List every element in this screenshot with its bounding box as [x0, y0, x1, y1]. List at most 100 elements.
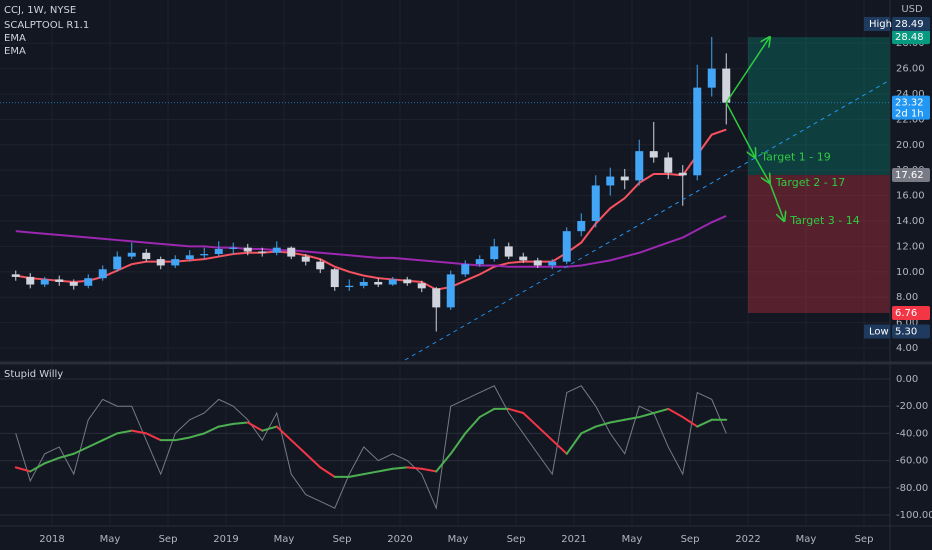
candle-body — [229, 247, 238, 249]
signal-segment — [696, 418, 713, 428]
candle-body — [519, 256, 528, 261]
candle-body — [200, 254, 209, 256]
candle-body — [635, 151, 644, 181]
caption-box — [864, 16, 890, 31]
x-tick-label: May — [274, 534, 295, 545]
candle-body — [577, 221, 586, 232]
x-tick-label: May — [796, 534, 817, 545]
x-tick-label: 2020 — [387, 534, 412, 545]
y-tick-label: -20.00 — [896, 401, 928, 412]
symbol-title: CCJ, 1W, NYSE — [4, 5, 76, 16]
x-tick-label: 2018 — [39, 534, 64, 545]
y-tick-label: 14.00 — [896, 216, 925, 227]
candle-body — [475, 259, 484, 265]
arrow — [769, 182, 785, 221]
candle-body — [84, 278, 93, 286]
arrow — [725, 37, 770, 104]
oscillator-line — [15, 385, 727, 510]
candle-body — [142, 252, 151, 260]
candle-body — [707, 68, 716, 88]
x-tick-label: Sep — [159, 534, 178, 545]
signal-segment — [14, 466, 32, 473]
signal-segment — [319, 466, 336, 478]
candle-body — [98, 269, 107, 279]
signal-segment — [174, 436, 191, 442]
candle-body — [461, 264, 470, 275]
candle-body — [258, 251, 267, 253]
signal-segment — [652, 407, 670, 414]
candle-body — [40, 279, 49, 285]
signal-segment — [58, 452, 75, 459]
candle-body — [214, 248, 223, 255]
price-tag-label: 28.48 — [895, 32, 924, 43]
y-tick-label: -40.00 — [896, 428, 928, 439]
signal-segment — [362, 470, 380, 476]
candle-body — [664, 157, 673, 173]
signal-segment — [130, 429, 148, 435]
signal-segment — [348, 473, 365, 478]
signal-segment — [72, 445, 90, 455]
candle-body — [11, 274, 20, 277]
signal-segment — [609, 418, 626, 424]
countdown: 2d 1h — [895, 109, 924, 120]
ema-legend: EMA — [4, 46, 26, 57]
candle-body — [533, 260, 542, 266]
signal-segment — [449, 432, 467, 455]
candle-body — [156, 259, 165, 266]
candle-body — [432, 288, 441, 308]
y-tick-label: 12.00 — [896, 241, 925, 252]
candle-body — [113, 256, 122, 270]
candle-body — [591, 185, 600, 222]
x-tick-label: May — [100, 534, 121, 545]
candle-body — [330, 269, 339, 288]
price-tag — [892, 305, 930, 320]
price-tag-label: 23.32 — [895, 98, 924, 109]
annotation: Target 3 - 14 — [789, 214, 860, 227]
overlay: 2018 May Sep 2019 May Sep 2020 May Sep 2021 May Sep… — [39, 16, 932, 545]
signal-segment — [565, 432, 583, 455]
x-tick-label: Sep — [333, 534, 352, 545]
y-tick-label: 0.00 — [896, 374, 918, 385]
signal-segment — [116, 429, 133, 435]
signal-segment — [580, 425, 597, 435]
caption: High — [869, 19, 892, 30]
candle-body — [693, 87, 702, 176]
candle-body — [678, 172, 687, 176]
arrow — [754, 157, 770, 183]
ema-line — [15, 215, 727, 268]
y-tick-label: -60.00 — [896, 456, 928, 467]
signal-segment — [623, 416, 641, 421]
signal-segment — [101, 432, 119, 442]
signal-segment — [304, 452, 322, 469]
candle-body — [26, 276, 35, 285]
signal-segment — [420, 467, 438, 473]
candle-body — [446, 274, 455, 308]
signal-segment — [507, 407, 525, 414]
annotation: Target 1 - 19 — [760, 151, 831, 164]
signal-segment — [681, 416, 699, 428]
x-tick-label: May — [448, 534, 469, 545]
candle-body — [185, 255, 194, 260]
y-tick-label: 10.00 — [896, 267, 925, 278]
signal-segment — [435, 452, 452, 473]
candle-body — [649, 151, 658, 158]
candle-body — [359, 281, 368, 286]
candle-body — [504, 246, 513, 257]
y-tick-label: -80.00 — [896, 483, 928, 494]
signal-segment — [464, 416, 481, 435]
caption-box — [864, 324, 890, 339]
y-tick-label: 16.00 — [896, 191, 925, 202]
y-tick-label: 26.00 — [896, 64, 925, 75]
oscillator-title: Stupid Willy — [4, 369, 63, 380]
currency: USD — [901, 4, 923, 15]
signal-segment — [377, 467, 394, 473]
candle-body — [417, 283, 426, 289]
y-tick-label: 8.00 — [896, 292, 918, 303]
trend-line — [404, 79, 891, 361]
price-tag — [892, 30, 930, 45]
signal-segment — [261, 425, 278, 432]
signal-segment — [478, 407, 496, 419]
candle-body — [272, 247, 281, 253]
signal-segment — [217, 422, 235, 428]
